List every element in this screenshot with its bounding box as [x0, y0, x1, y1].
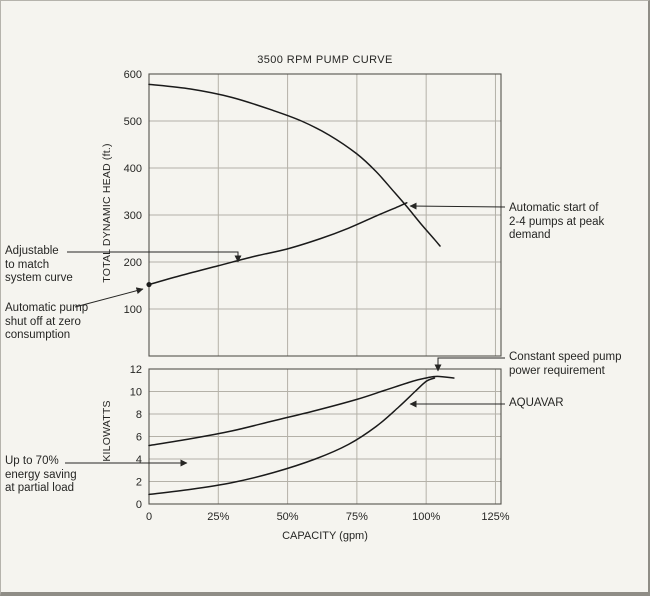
y-tick-label: 4	[136, 454, 142, 466]
annotation-energy-saving: Up to 70% energy saving at partial load	[5, 455, 77, 494]
plot-frame	[148, 368, 502, 505]
constant-speed-pump-power-line	[148, 375, 455, 447]
y-axis-label-head: TOTAL DYNAMIC HEAD (ft.)	[101, 143, 113, 283]
y-tick-label: 10	[130, 387, 142, 399]
y-tick-label: 2	[136, 477, 142, 489]
y-tick-label: 600	[124, 69, 142, 81]
annotation-auto-start-pumps: Automatic start of 2-4 pumps at peak dem…	[509, 202, 605, 241]
y-tick-label: 500	[124, 116, 142, 128]
y-tick-label: 6	[136, 432, 142, 444]
chart-title: 3500 RPM PUMP CURVE	[257, 54, 393, 66]
plot-frame	[148, 73, 502, 357]
x-axis-label-capacity: CAPACITY (gpm)	[282, 530, 368, 542]
x-tick-label: 25%	[207, 511, 229, 523]
annotation-arrow-auto-start	[409, 202, 506, 210]
y-tick-label: 200	[124, 257, 142, 269]
x-tick-label: 50%	[277, 511, 299, 523]
x-tick-label: 75%	[346, 511, 368, 523]
y-tick-label: 300	[124, 210, 142, 222]
system-curve-line	[148, 202, 408, 286]
x-tick-label: 125%	[481, 511, 509, 523]
curve-start-dot	[146, 281, 152, 288]
annotation-adjustable-system-curve: Adjustable to match system curve	[5, 245, 73, 284]
annotation-arrow-adjustable	[67, 251, 242, 263]
y-tick-label: 0	[136, 499, 142, 511]
y-tick-label: 12	[130, 364, 142, 376]
annotation-aquavar: AQUAVAR	[509, 397, 564, 409]
x-tick-label: 0	[146, 511, 152, 523]
annotation-arrow-auto-shutoff	[74, 287, 144, 308]
aquavar-power-line	[148, 377, 436, 496]
x-tick-label: 100%	[412, 511, 440, 523]
annotation-arrow-constant-speed	[434, 357, 505, 372]
annotation-auto-pump-shutoff: Automatic pump shut off at zero consumpt…	[5, 302, 89, 341]
y-tick-label: 400	[124, 163, 142, 175]
pump-curve-line	[148, 83, 441, 247]
y-tick-label: 8	[136, 409, 142, 421]
y-tick-label: 100	[124, 304, 142, 316]
annotation-constant-speed-power: Constant speed pump power requirement	[509, 351, 622, 377]
